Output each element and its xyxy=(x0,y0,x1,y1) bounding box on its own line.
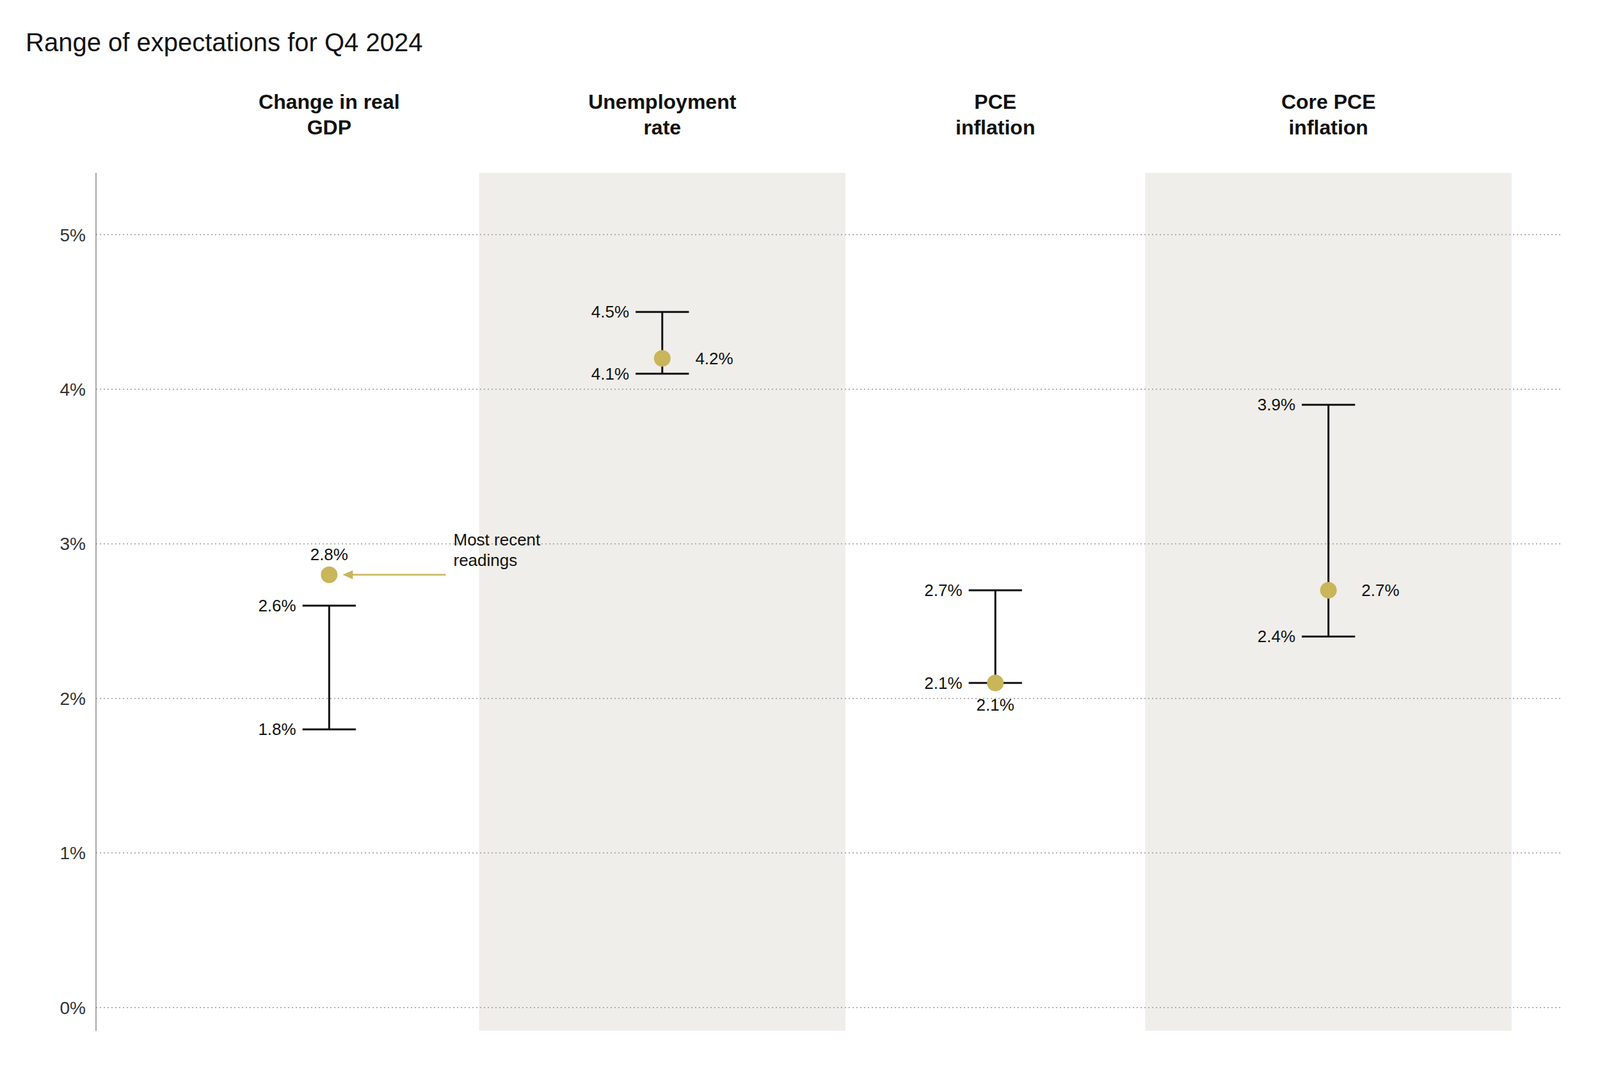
low-label: 1.8% xyxy=(257,719,296,739)
range-cap-high xyxy=(302,604,356,607)
data-labels: 2.6% 1.8% 2.8% 4.5% 4.1% 4.2% 2.7% 2.1% 2.1% 3.9%… xyxy=(257,302,1400,739)
y-tick-label: 1% xyxy=(60,842,86,863)
grid-line xyxy=(96,1006,1562,1008)
high-label: 2.6% xyxy=(257,595,296,616)
y-tick-label: 4% xyxy=(60,379,86,400)
title: Range of expectations for Q4 2024 xyxy=(25,28,423,57)
recent-label: 4.2% xyxy=(695,348,733,368)
column-header: Change in realGDP xyxy=(258,90,400,139)
recent-label: 2.7% xyxy=(1361,580,1400,600)
annotation-arrowhead xyxy=(342,570,353,580)
text-line: PCE xyxy=(974,90,1017,114)
text-line: Most recent xyxy=(453,529,541,550)
recent-dot xyxy=(1320,581,1337,599)
y-tick-label: 5% xyxy=(60,225,86,246)
text-line: Unemployment xyxy=(588,90,736,114)
y-tick-label: 0% xyxy=(60,997,86,1018)
column-header: Core PCEinflation xyxy=(1281,90,1376,139)
range-bar xyxy=(1327,404,1330,637)
recent-dot xyxy=(986,674,1004,692)
marks xyxy=(302,311,1356,729)
column-shade xyxy=(479,172,847,1031)
background xyxy=(0,0,1600,1073)
low-label: 4.1% xyxy=(591,364,630,384)
y-tick-label: 2% xyxy=(60,688,86,709)
range-cap-high xyxy=(1301,403,1355,406)
grid-line xyxy=(96,234,1562,236)
low-label: 2.4% xyxy=(1257,626,1296,646)
high-label: 4.5% xyxy=(591,302,630,322)
low-label: 2.1% xyxy=(924,673,962,693)
range-cap-high xyxy=(635,311,689,313)
column-shade xyxy=(1144,172,1512,1031)
range-cap-high xyxy=(968,588,1023,591)
recent-dot xyxy=(320,566,338,584)
high-label: 2.7% xyxy=(924,580,962,600)
y-tick-label: 3% xyxy=(60,533,86,554)
range-cap-low xyxy=(302,728,356,731)
y-axis xyxy=(95,172,97,1031)
annotation-arrow xyxy=(350,573,446,576)
recent-dot xyxy=(654,350,671,367)
column-header: Unemploymentrate xyxy=(588,90,736,139)
text-line: readings xyxy=(453,550,518,570)
annotation: Most recentreadings xyxy=(453,529,541,570)
range-bar xyxy=(994,590,997,683)
text-line: inflation xyxy=(955,115,1035,139)
range-cap-low xyxy=(1301,635,1355,638)
grid-line xyxy=(96,388,1562,390)
range-bar xyxy=(328,605,331,729)
range-cap-low xyxy=(635,372,689,375)
text-line: GDP xyxy=(307,115,352,139)
column-header: PCEinflation xyxy=(955,90,1035,139)
high-label: 3.9% xyxy=(1257,394,1296,415)
text-line: Core PCE xyxy=(1281,90,1376,114)
recent-label: 2.8% xyxy=(310,544,349,564)
recent-label: 2.1% xyxy=(976,695,1015,715)
chart: Range of expectations for Q4 2024 0% 1% 2% 3… xyxy=(0,0,1600,1073)
text-line: inflation xyxy=(1288,115,1368,139)
grid-line xyxy=(96,697,1562,699)
text-line: Change in real xyxy=(258,90,400,114)
text-line: rate xyxy=(643,115,681,139)
grid-line xyxy=(96,852,1562,854)
